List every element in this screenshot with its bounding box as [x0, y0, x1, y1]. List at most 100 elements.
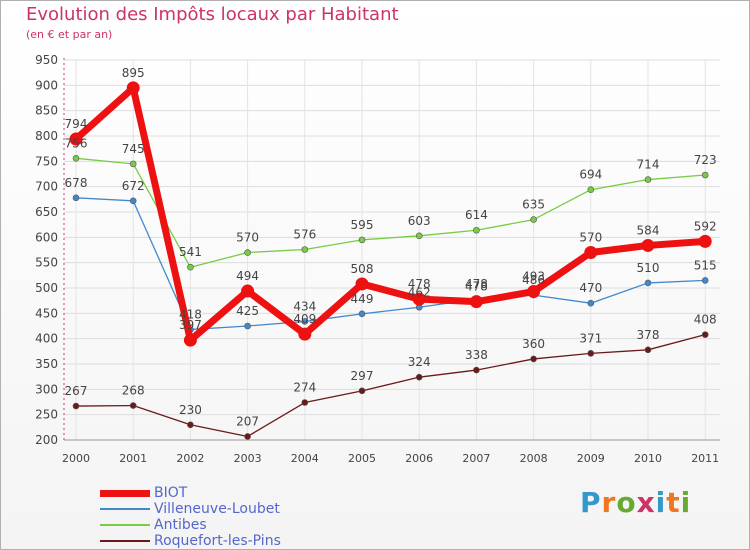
- data-label: 576: [293, 227, 316, 241]
- data-label: 338: [465, 348, 488, 362]
- x-tick-label: 2007: [462, 452, 490, 465]
- data-point: [587, 186, 595, 194]
- x-tick-label: 2002: [176, 452, 204, 465]
- data-point: [701, 277, 709, 284]
- brand-logo: Proxiti: [580, 486, 691, 519]
- data-label: 268: [122, 384, 145, 398]
- data-label: 595: [351, 218, 374, 232]
- data-point: [415, 373, 423, 381]
- data-point: [530, 216, 537, 223]
- x-tick-label: 2000: [62, 452, 90, 465]
- data-point: [587, 350, 595, 357]
- data-point: [701, 331, 709, 338]
- data-label: 425: [236, 304, 259, 318]
- y-tick-label: 600: [35, 230, 58, 244]
- x-tick-label: 2003: [234, 452, 262, 465]
- data-point: [587, 299, 595, 307]
- data-label: 794: [65, 117, 88, 131]
- y-tick-label: 200: [35, 433, 58, 447]
- data-point: [530, 355, 537, 363]
- y-tick-label: 750: [35, 154, 58, 168]
- data-label: 614: [465, 208, 488, 222]
- data-point: [244, 322, 251, 330]
- y-tick-label: 850: [35, 104, 58, 118]
- data-label: 274: [293, 381, 316, 395]
- data-label: 324: [408, 355, 431, 369]
- data-point: [301, 399, 309, 406]
- legend-swatch: [100, 524, 150, 526]
- data-label: 297: [351, 369, 374, 383]
- y-tick-label: 550: [35, 256, 58, 270]
- series-line-antibes: [75, 157, 706, 268]
- x-tick-label: 2005: [348, 452, 376, 465]
- data-label: 714: [637, 158, 660, 172]
- x-tick-label: 2001: [119, 452, 147, 465]
- data-point: [644, 346, 652, 354]
- data-label: 603: [408, 214, 431, 228]
- data-point: [473, 226, 480, 234]
- brand-letter: t: [666, 486, 681, 519]
- data-label: 408: [694, 313, 717, 327]
- brand-letter: i: [680, 486, 692, 519]
- data-label: 478: [465, 277, 488, 291]
- data-label: 745: [122, 142, 145, 156]
- data-label: 895: [122, 66, 145, 80]
- data-point: [412, 292, 426, 306]
- data-label: 378: [637, 328, 660, 342]
- data-label: 462: [408, 285, 431, 299]
- data-point: [641, 238, 655, 252]
- data-point: [72, 154, 80, 162]
- legend-label: Villeneuve-Loubet: [154, 501, 280, 517]
- data-label: 493: [522, 270, 545, 284]
- data-point: [126, 81, 140, 95]
- data-label: 756: [65, 136, 88, 150]
- data-point: [301, 318, 309, 325]
- y-tick-label: 900: [35, 78, 58, 92]
- data-point: [358, 236, 366, 244]
- data-point: [415, 232, 423, 240]
- y-tick-label: 250: [35, 408, 58, 422]
- data-label: 723: [694, 153, 717, 167]
- chart-title: Evolution des Impôts locaux par Habitant: [26, 4, 399, 25]
- data-label: 360: [522, 337, 545, 351]
- data-label: 635: [522, 198, 545, 212]
- data-point: [129, 402, 137, 409]
- data-point: [129, 160, 137, 168]
- brand-letter: r: [601, 486, 617, 519]
- data-label: 409: [293, 312, 316, 326]
- data-label: 584: [637, 223, 660, 237]
- y-tick-label: 300: [35, 382, 58, 396]
- y-tick-label: 400: [35, 332, 58, 346]
- data-point: [698, 234, 712, 248]
- data-point: [187, 421, 194, 429]
- legend-swatch: [100, 540, 150, 542]
- data-label: 570: [236, 231, 259, 245]
- y-tick-label: 500: [35, 281, 58, 295]
- y-tick-label: 700: [35, 180, 58, 194]
- brand-letter: o: [616, 486, 637, 519]
- data-point: [584, 246, 598, 260]
- y-tick-label: 950: [35, 53, 58, 67]
- x-tick-label: 2009: [577, 452, 605, 465]
- legend-label: Roquefort-les-Pins: [154, 533, 281, 549]
- y-tick-label: 650: [35, 205, 58, 219]
- data-point: [244, 433, 251, 440]
- legend-swatch: [100, 508, 150, 510]
- x-tick-label: 2011: [691, 452, 719, 465]
- data-label: 570: [579, 231, 602, 245]
- data-point: [355, 277, 369, 291]
- data-label: 672: [122, 179, 145, 193]
- legend-label: BIOT: [154, 485, 188, 501]
- data-label: 478: [465, 280, 488, 294]
- series-line-biot: [73, 84, 706, 344]
- data-label: 207: [236, 414, 259, 428]
- brand-letter: x: [636, 486, 656, 519]
- brand-letter: i: [655, 486, 667, 519]
- y-tick-label: 450: [35, 306, 58, 320]
- data-point: [358, 310, 366, 318]
- data-label: 515: [694, 258, 717, 272]
- data-label: 267: [65, 384, 88, 398]
- data-label: 494: [236, 269, 259, 283]
- data-label: 541: [179, 245, 202, 259]
